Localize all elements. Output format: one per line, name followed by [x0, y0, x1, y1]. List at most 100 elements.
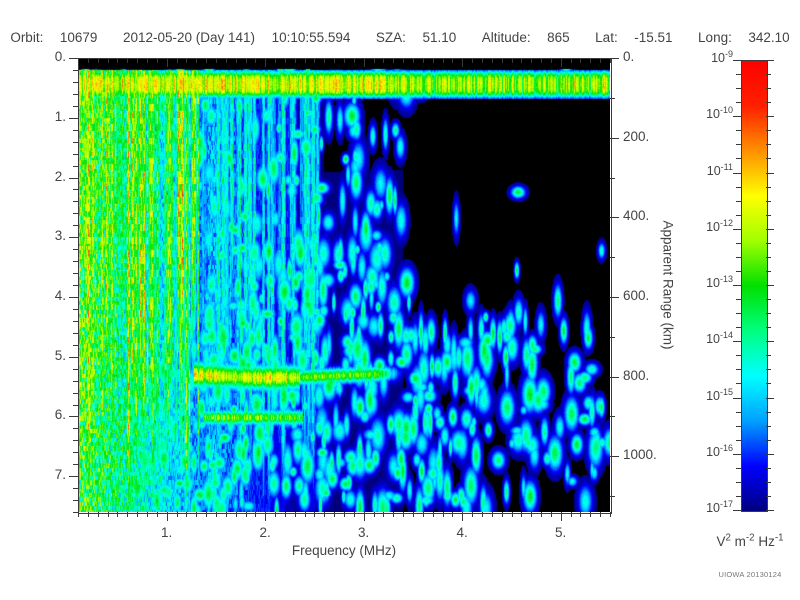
header-info-line: Orbit: 10679 2012-05-20 (Day 141) 10:10:… — [0, 30, 800, 50]
y-axis-tick — [73, 428, 78, 430]
colorbar-tick-label: 10-10 — [706, 105, 733, 122]
altitude-value: 865 — [547, 30, 570, 45]
colorbar-tick-left — [736, 256, 741, 258]
x-axis-tick-top — [314, 58, 316, 63]
x-axis-title: Frequency (MHz) — [291, 543, 397, 558]
x-axis-tick-label: 3. — [358, 525, 370, 540]
colorbar-tick-left — [736, 481, 741, 483]
x-axis-tick-top — [265, 58, 267, 67]
x-axis-tick-label: 1. — [161, 525, 173, 540]
y-axis-tick — [73, 165, 78, 167]
x-axis-tick-top — [215, 58, 217, 63]
x-axis-tick-top — [481, 58, 483, 63]
colorbar-tick-left — [736, 158, 741, 160]
x-axis-tick-top — [373, 58, 375, 63]
x-axis-tick — [304, 512, 306, 517]
x-axis-tick — [137, 512, 139, 517]
y2-axis-tick — [610, 177, 615, 179]
x-axis-tick — [186, 512, 188, 517]
y-axis-tick — [69, 237, 78, 239]
colorbar-tick-right — [766, 313, 771, 315]
y-axis-tick — [73, 308, 78, 310]
unit-volts-exponent: 2 — [725, 532, 731, 544]
orbit-label: Orbit: — [10, 30, 44, 45]
x-axis-tick-top — [383, 58, 385, 63]
colorbar-tick-left — [736, 383, 741, 385]
y-axis-tick-label: 6. — [54, 407, 66, 423]
x-axis-tick-top — [452, 58, 454, 63]
x-axis-tick — [531, 512, 533, 517]
x-axis-tick-top — [501, 58, 503, 63]
colorbar-tick-right — [766, 467, 771, 469]
longitude-value: 342.10 — [748, 30, 790, 45]
y-axis-tick — [73, 380, 78, 382]
colorbar-gradient — [742, 61, 767, 511]
x-axis-tick-top — [324, 58, 326, 63]
colorbar-tick-right — [766, 228, 774, 230]
colorbar-tick-left — [736, 200, 741, 202]
x-axis-tick-top — [511, 58, 513, 63]
colorbar-tick-right — [766, 130, 771, 132]
y2-axis-tick-label: 1000. — [623, 447, 657, 463]
colorbar-tick-right — [766, 102, 771, 104]
colorbar-tick-label: 10-14 — [706, 330, 733, 347]
x-axis-tick — [550, 512, 552, 517]
colorbar-tick-right — [766, 256, 771, 258]
x-axis-tick-top — [610, 58, 611, 63]
x-axis-tick-top — [600, 58, 602, 63]
y-axis-tick — [69, 476, 78, 478]
x-axis-tick — [78, 512, 79, 517]
x-axis-tick-label: 5. — [555, 525, 567, 540]
colorbar-tick-right — [766, 369, 771, 371]
colorbar-tick-label: 10-9 — [711, 48, 733, 65]
x-axis-tick-top — [294, 58, 296, 63]
colorbar-tick-left — [736, 495, 741, 497]
colorbar-tick-left — [736, 88, 741, 90]
colorbar-tick-left — [736, 242, 741, 244]
colorbar-tick-left — [736, 355, 741, 357]
y-axis-tick-label: 2. — [54, 168, 66, 184]
y2-axis-tick-label: 200. — [623, 128, 650, 144]
x-axis-tick-top — [275, 58, 276, 63]
x-axis-tick — [521, 512, 523, 517]
x-axis-tick-top — [521, 58, 523, 63]
y-axis-tick — [73, 368, 78, 370]
x-axis-tick — [442, 512, 444, 517]
colorbar-tick-right — [766, 214, 771, 216]
colorbar-tick-left — [736, 439, 741, 441]
x-axis-tick — [127, 512, 129, 517]
colorbar-tick-right — [766, 355, 771, 357]
y2-axis-tick — [610, 296, 619, 298]
x-axis-tick — [245, 512, 247, 517]
colorbar-tick-left — [736, 369, 741, 371]
x-axis-tick-top — [255, 58, 257, 63]
colorbar-tick-right — [766, 74, 771, 76]
x-axis-tick — [284, 512, 286, 517]
y-axis-tick — [73, 440, 78, 442]
x-axis-tick — [422, 512, 424, 517]
colorbar-tick-right — [766, 383, 771, 385]
x-axis-tick — [97, 512, 99, 517]
x-axis-tick — [156, 512, 158, 517]
colorbar-tick-left — [733, 453, 741, 455]
colorbar-tick-right — [766, 158, 771, 160]
unit-hertz: Hz — [758, 534, 775, 549]
y-axis-tick-label: 1. — [54, 108, 66, 124]
x-axis-tick-top — [176, 58, 178, 63]
x-axis-tick-top — [422, 58, 424, 63]
y-axis-tick — [73, 69, 78, 71]
x-axis-tick-top — [186, 58, 188, 63]
colorbar-tick-right — [766, 172, 774, 174]
unit-meters-exponent: -2 — [745, 532, 755, 544]
x-axis-tick — [373, 512, 375, 517]
x-axis-tick — [107, 512, 109, 517]
x-axis-tick — [344, 512, 345, 517]
x-axis-tick — [265, 512, 267, 521]
colorbar-tick-left — [733, 341, 741, 343]
x-axis-tick-top — [541, 58, 542, 63]
x-axis-tick — [87, 512, 89, 517]
x-axis-tick-top — [462, 58, 464, 67]
x-axis-tick — [196, 512, 198, 517]
x-axis-tick — [393, 512, 395, 517]
y-axis-tick — [73, 129, 78, 131]
